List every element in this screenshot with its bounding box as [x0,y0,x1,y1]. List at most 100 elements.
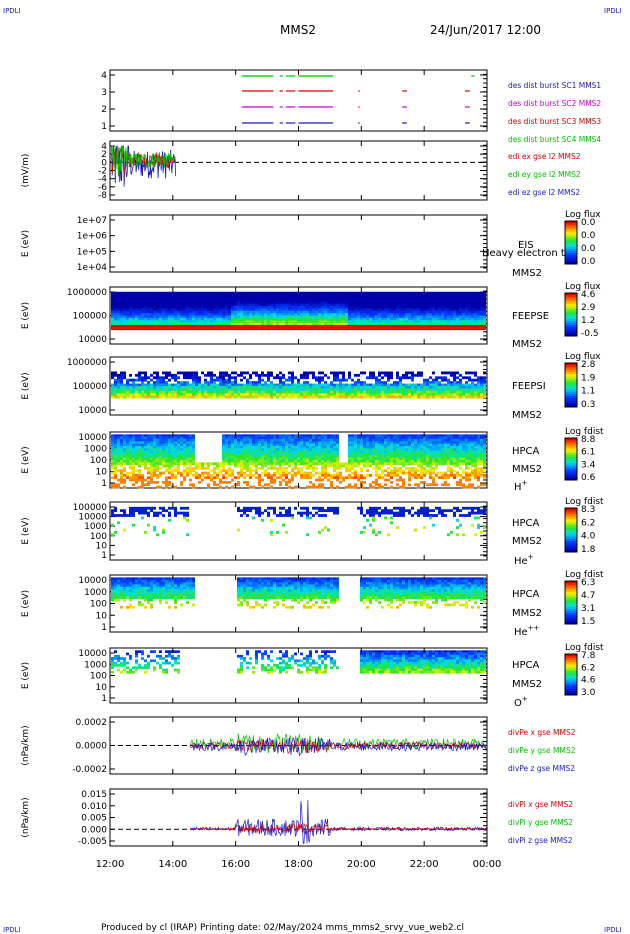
feepsi-pixel [231,393,234,397]
feepse-pixel [465,303,468,307]
feepse-pixel [477,313,480,316]
hpca-h-pixel [264,462,267,466]
hpca-h-pixel [240,453,243,456]
feepse-pixel [174,296,177,300]
feepsi-pixel [441,378,444,382]
hpca-h-pixel [258,453,261,456]
hpca-h-pixel [321,457,324,461]
hpca-h-pixel [354,474,357,477]
feepse-pixel [198,303,201,307]
hpca-h-pixel [378,443,381,447]
hpca-h-pixel [282,455,285,459]
hpca-h-pixel [141,441,144,445]
hpca-h-pixel [252,443,255,447]
feepsi-pixel [282,381,285,384]
hpca-h-pixel [132,478,135,482]
feepse-pixel [168,322,171,326]
feepse-pixel [375,306,378,309]
feepsi-pixel [282,383,285,387]
hpca-h-pixel [363,436,366,440]
feepsi-pixel [348,393,351,397]
feepse-pixel [315,325,318,328]
feepsi-pixel [267,376,270,380]
feepse-pixel [279,322,282,326]
feepse-pixel [180,317,183,321]
feepsi-pixel [123,393,126,397]
hpca-h-pixel [138,453,141,456]
hpca-h-pixel [120,476,123,480]
hpca-h-pixel [300,448,303,452]
feepse-pixel [159,325,162,328]
feepsi-pixel [459,381,462,384]
feepse-pixel [240,320,243,324]
feepse-pixel [303,296,306,300]
feepsi-pixel [420,393,423,397]
feepse-pixel [249,294,252,297]
feepse-pixel [393,313,396,316]
feepse-pixel [249,296,252,300]
hpca-h-pixel [390,436,393,440]
feepsi-pixel [270,393,273,397]
hpca-h-pixel [138,446,141,449]
feepse-pixel [360,322,363,326]
hpca-h-pixel [117,462,120,466]
feepse-pixel [294,303,297,307]
hpca-h-pixel [252,439,255,442]
feepse-pixel [174,315,177,319]
feepsi-pixel [360,386,363,389]
hpca-h-pixel [162,448,165,452]
hpca-h-pixel [222,439,225,442]
hpca-h-pixel [192,457,195,461]
colorbar-segment [565,253,577,256]
hpca-h-pixel [159,441,162,445]
hpca-h-pixel [225,462,228,466]
feepsi-pixel [354,381,357,384]
feepse-pixel [348,291,351,295]
feepsi-pixel [375,383,378,387]
hpca-h-pixel [165,434,168,438]
feepsi-pixel [171,386,174,389]
feepse-pixel [393,322,396,326]
hpca-h-pixel [270,485,273,489]
hpca-h-pixel [375,453,378,456]
hpca-h-pixel [141,453,144,456]
hpca-h-pixel [174,467,177,470]
hpca-h-pixel [315,443,318,447]
hpca-h-pixel [252,474,255,477]
hpca-h-pixel [252,446,255,449]
hpca-h-pixel [357,457,360,461]
feepsi-pixel [303,390,306,394]
hpca-h-pixel [288,460,291,463]
hpca-h-pixel [306,436,309,440]
feepse-pixel [270,308,273,312]
feepse-pixel [348,296,351,300]
feepse-pixel [273,320,276,324]
hpca-h-pixel [228,446,231,449]
feepsi-pixel [318,378,321,382]
feepse-pixel [399,325,402,328]
hpca-h-pixel [387,441,390,445]
feepse-pixel [282,320,285,324]
instrument-label: EIS [518,240,534,251]
feepse-pixel [120,306,123,309]
hpca-h-pixel [288,434,291,438]
feepsi-pixel [159,393,162,397]
y-tick-label: -6 [98,183,107,193]
feepsi-pixel [411,371,414,375]
feepse-pixel [300,310,303,314]
feepse-pixel [189,315,192,319]
feepsi-pixel [480,376,483,380]
feepsi-pixel [216,390,219,394]
hpca-h-pixel [336,467,339,470]
feepsi-pixel [312,373,315,377]
feepse-pixel [261,317,264,321]
feepse-pixel [357,325,360,328]
feepse-pixel [333,315,336,319]
hpca-h-pixel [297,443,300,447]
feepse-pixel [468,294,471,297]
feepse-pixel [318,308,321,312]
feepsi-pixel [354,386,357,389]
hpca-h-pixel [336,443,339,447]
feepse-pixel [354,308,357,312]
feepse-pixel [195,291,198,295]
